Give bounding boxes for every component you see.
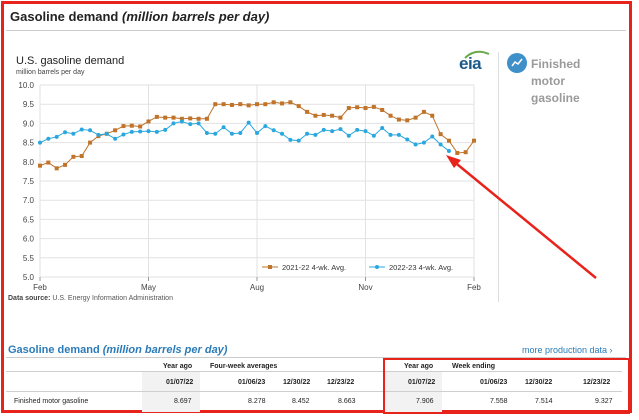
table-divider <box>6 357 626 358</box>
product-icon[interactable] <box>507 53 527 73</box>
row-value: 7.558 <box>490 398 508 405</box>
col-date: 01/07/22 <box>166 379 194 386</box>
row-value: 9.327 <box>595 398 613 405</box>
data-source-label: Data source: <box>8 295 51 302</box>
table-header-rule <box>6 371 622 372</box>
eia-logo[interactable]: eia <box>459 54 482 73</box>
col-date: 12/30/22 <box>283 379 311 386</box>
row-label: Finished motor gasoline <box>14 398 89 405</box>
page-title-text: Gasoline demand <box>10 9 119 24</box>
col-date: 01/06/23 <box>480 379 508 386</box>
row-value: 8.278 <box>248 398 266 405</box>
row-value: 8.452 <box>292 398 310 405</box>
sidebar-divider <box>498 52 499 302</box>
col-date: 01/07/22 <box>408 379 436 386</box>
chart-ylabel: million barrels per day <box>16 69 85 76</box>
year-ago-column-shade <box>142 372 200 412</box>
col-group-year-ago-right: Year ago <box>404 363 434 370</box>
data-source-text: U.S. Energy Information Administration <box>52 295 173 302</box>
highlight-frame <box>1 1 632 413</box>
page-title-unit: (million barrels per day) <box>122 9 270 24</box>
chart-title: U.S. gasoline demand <box>16 55 125 67</box>
col-date: 01/06/23 <box>238 379 266 386</box>
table-header-rule-2 <box>6 391 622 392</box>
row-value: 7.906 <box>416 398 434 405</box>
year-ago-column-shade-2 <box>384 372 442 412</box>
table-title: Gasoline demand (million barrels per day… <box>8 344 227 356</box>
col-group-week-ending: Week ending <box>452 363 496 370</box>
week-ending-highlight-box <box>383 358 630 414</box>
line-chart-icon <box>511 58 523 67</box>
col-date: 12/23/22 <box>327 379 355 386</box>
table-title-unit: (million barrels per day) <box>102 344 228 356</box>
row-value: 8.663 <box>338 398 356 405</box>
col-date: 12/23/22 <box>583 379 611 386</box>
row-value: 8.697 <box>174 398 192 405</box>
page-title: Gasoline demand (million barrels per day… <box>10 9 269 24</box>
col-date: 12/30/22 <box>525 379 553 386</box>
col-group-year-ago: Year ago <box>163 363 193 370</box>
table-title-text: Gasoline demand <box>8 344 100 356</box>
data-source: Data source: U.S. Energy Information Adm… <box>8 295 173 302</box>
more-production-data-link[interactable]: more production data › <box>522 345 613 355</box>
eia-swoosh-icon <box>464 50 490 59</box>
col-group-four-week: Four-week averages <box>210 363 278 370</box>
header-divider <box>6 30 626 31</box>
product-label[interactable]: Finished motor gasoline <box>531 57 581 105</box>
row-value: 7.514 <box>535 398 553 405</box>
